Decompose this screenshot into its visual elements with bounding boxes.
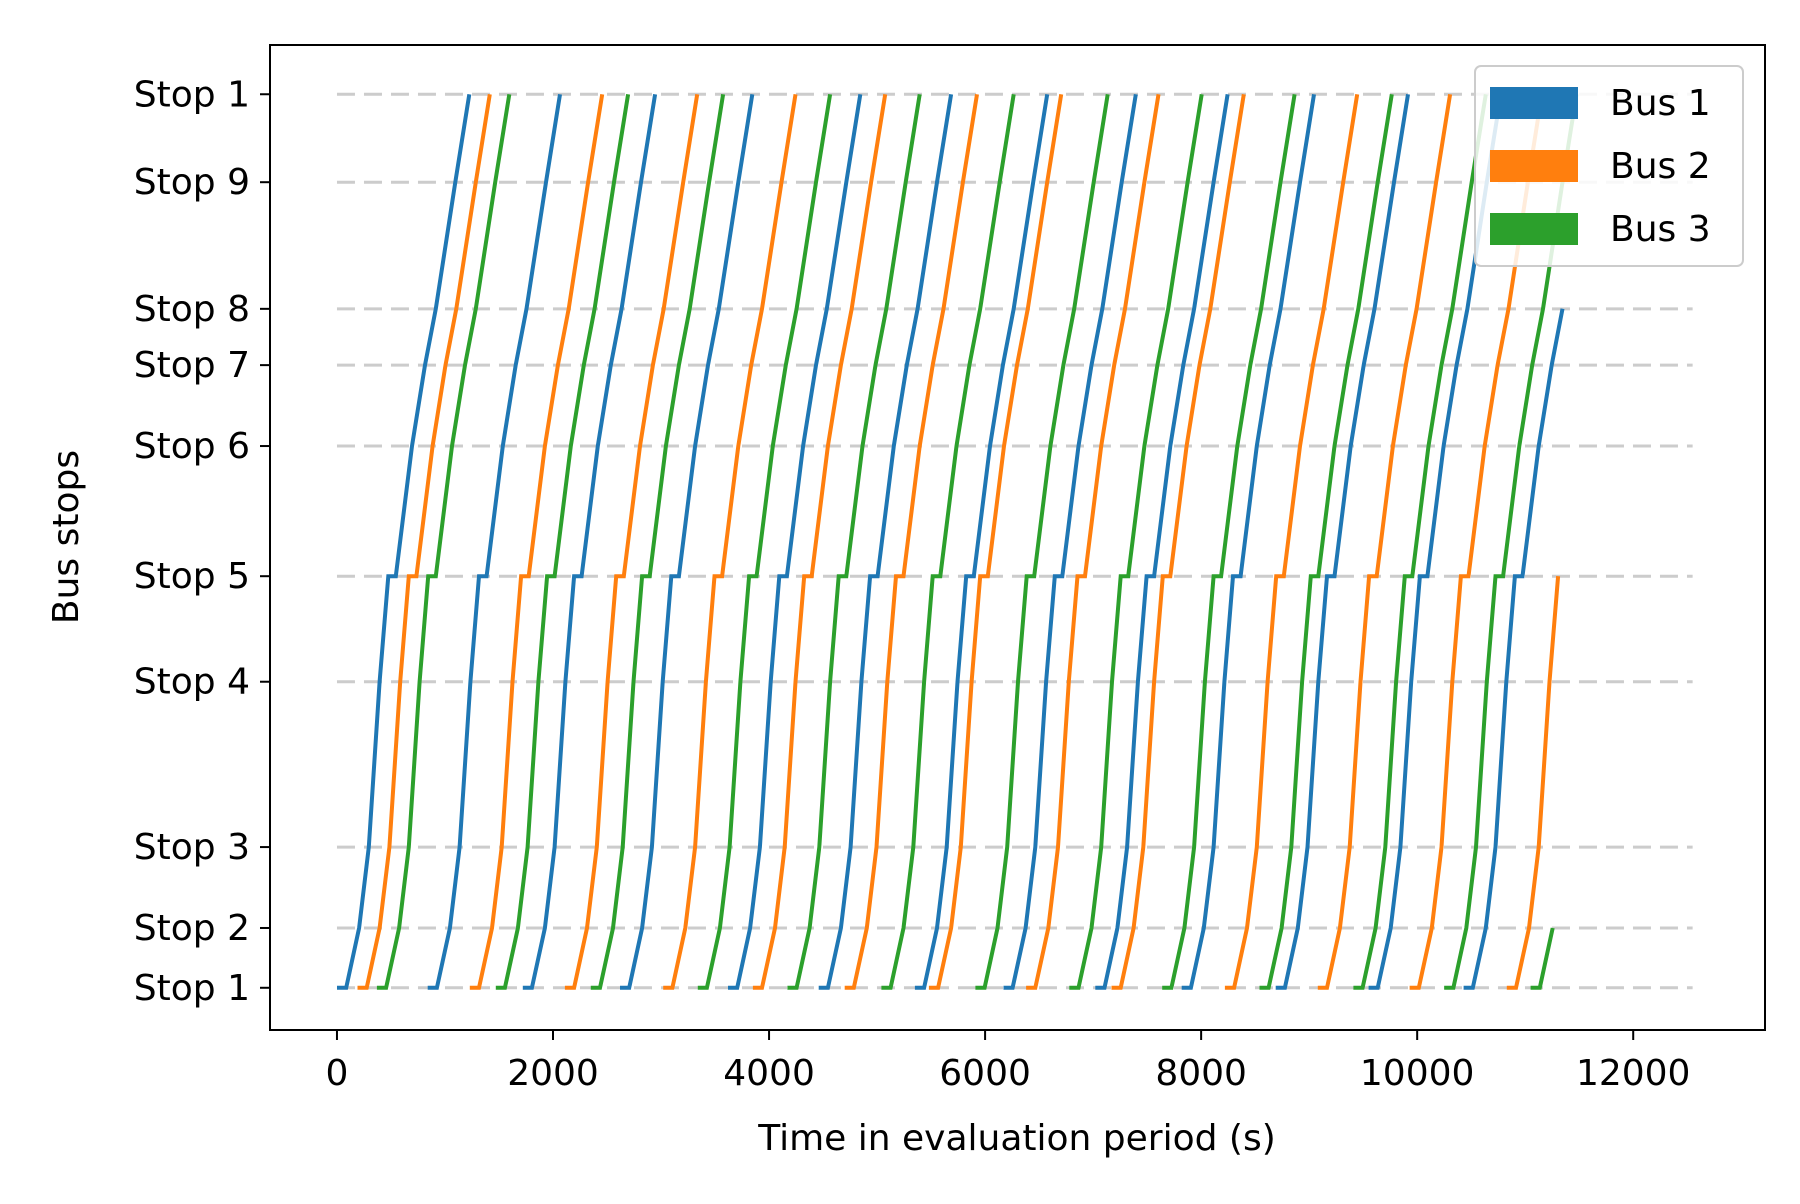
bus-trip-line — [620, 93, 755, 990]
x-tick-label: 4000 — [723, 1053, 815, 1094]
bus-trajectories — [337, 93, 1579, 990]
bus-trip-line — [1353, 93, 1488, 990]
bus-trip-line — [590, 93, 726, 990]
bus-trip-line — [914, 93, 1050, 990]
bus-trip-line — [1409, 93, 1544, 990]
y-tick-label: Stop 1 — [134, 74, 250, 115]
bus-trip-line — [1181, 93, 1316, 990]
bus-trip-line — [844, 93, 979, 990]
bus-trip-line — [818, 93, 954, 990]
x-tick-label: 10000 — [1360, 1053, 1475, 1094]
bus-trip-line — [881, 93, 1016, 990]
y-tick-label: Stop 6 — [134, 426, 250, 467]
legend-label: Bus 1 — [1610, 83, 1711, 124]
legend-swatch — [1490, 213, 1578, 245]
bus-trip-line — [697, 93, 833, 990]
x-tick-label: 12000 — [1576, 1053, 1691, 1094]
y-tick-label: Stop 3 — [134, 827, 250, 868]
bus-trip-line — [1162, 93, 1297, 990]
legend-label: Bus 3 — [1610, 209, 1711, 250]
bus-trip-line — [1026, 93, 1161, 990]
bus-trip-line — [522, 93, 658, 990]
bus-trip-line — [1444, 93, 1579, 990]
bus-trip-line — [787, 93, 922, 990]
legend: Bus 1 Bus 2 Bus 3 — [1474, 65, 1744, 267]
y-tick-label: Stop 8 — [134, 289, 250, 330]
bus-trip-line — [1259, 93, 1394, 990]
x-tick-label: 2000 — [507, 1053, 599, 1094]
bus-trip-line — [663, 93, 798, 990]
bus-trip-line — [1224, 93, 1360, 990]
bus-trip-line — [1275, 93, 1410, 990]
bus-trip-line — [564, 93, 700, 990]
y-axis-label: Bus stops — [46, 450, 87, 624]
series-bus-1 — [337, 93, 1565, 990]
y-tick-label: Stop 9 — [134, 162, 250, 203]
bus-trip-line — [337, 93, 472, 990]
x-tick-label: 0 — [326, 1053, 349, 1094]
bus-trip-line — [495, 93, 631, 990]
series-bus-2 — [357, 93, 1561, 990]
bus-trip-line — [1506, 576, 1561, 990]
bus-trip-line — [1463, 308, 1565, 990]
x-axis-ticks: 0 2000 4000 6000 8000 10000 12000 — [326, 1030, 1691, 1094]
legend-swatch — [1490, 150, 1578, 182]
bus-trip-line — [376, 93, 512, 990]
legend-swatch — [1490, 87, 1578, 119]
bus-trip-line — [427, 93, 562, 990]
bus-trip-line — [1069, 93, 1204, 990]
bus-trip-line — [928, 93, 1064, 990]
y-tick-label: Stop 5 — [134, 556, 250, 597]
bus-trip-line — [728, 93, 863, 990]
x-tick-label: 6000 — [939, 1053, 1031, 1094]
x-axis-label: Time in evaluation period (s) — [757, 1118, 1276, 1159]
bus-trip-line — [1003, 93, 1138, 990]
bus-trip-line — [1368, 93, 1503, 990]
plot-frame — [269, 44, 1766, 1031]
bus-trip-line — [1111, 93, 1246, 990]
bus-trip-line — [752, 93, 888, 990]
bus-trip-line — [1317, 93, 1453, 990]
bus-trip-line — [469, 93, 605, 990]
y-tick-label: Stop 1 — [134, 968, 250, 1009]
bus-trip-line — [1095, 93, 1230, 990]
bus-trip-line — [357, 93, 492, 990]
bus-trip-line — [975, 93, 1110, 990]
y-tick-label: Stop 4 — [134, 662, 250, 703]
bus-trip-line — [1530, 927, 1555, 990]
series-bus-3 — [376, 93, 1579, 990]
x-tick-label: 8000 — [1155, 1053, 1247, 1094]
y-tick-label: Stop 7 — [134, 345, 250, 386]
legend-label: Bus 2 — [1610, 146, 1711, 187]
y-tick-label: Stop 2 — [134, 908, 250, 949]
y-axis-ticks: Stop 1 Stop 2 Stop 3 Stop 4 Stop 5 Stop 6 Stop… — [134, 74, 270, 1009]
